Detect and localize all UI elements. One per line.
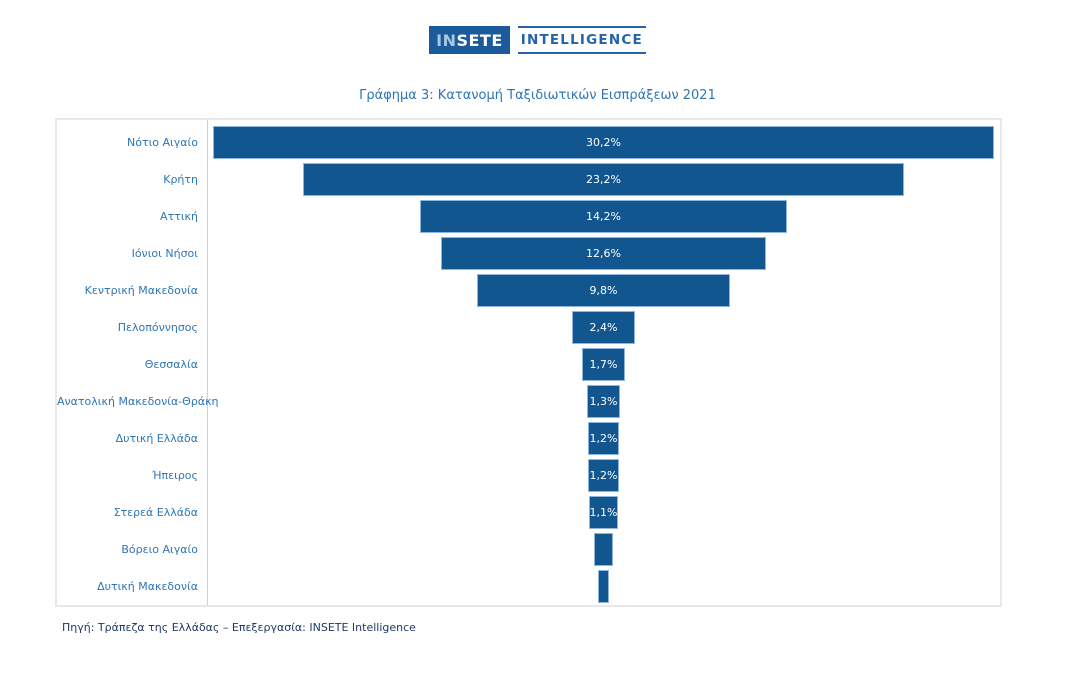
- bar: 1,2%: [587, 422, 620, 455]
- chart-row: Ιόνιοι Νήσοι 12,6%: [57, 235, 1000, 272]
- bar-value-label: 2,4%: [589, 321, 618, 334]
- chart-row: Κρήτη 23,2%: [57, 161, 1000, 198]
- category-label: Κεντρική Μακεδονία: [84, 284, 198, 297]
- chart-row: Πελοπόννησος 2,4%: [57, 309, 1000, 346]
- category-label: Αττική: [160, 210, 198, 223]
- insete-logo-box: IN SETE: [429, 26, 510, 54]
- bar: 1,1%: [589, 496, 618, 529]
- plot-area: 1,7%: [207, 346, 1000, 383]
- category-label: Ανατολική Μακεδονία-Θράκη: [57, 395, 219, 408]
- plot-area: 14,2%: [207, 198, 1000, 235]
- bar-value-label: 14,2%: [586, 210, 621, 223]
- logo-in-text: IN: [436, 30, 457, 50]
- category-label: Θεσσαλία: [144, 358, 198, 371]
- bar-value-label: 9,8%: [589, 284, 618, 297]
- plot-area: 9,8%: [207, 272, 1000, 309]
- bar-value-label: 12,6%: [586, 247, 621, 260]
- chart-row: Νότιο Αιγαίο 30,2%: [57, 124, 1000, 161]
- plot-area: 2,4%: [207, 309, 1000, 346]
- plot-area: 1,1%: [207, 494, 1000, 531]
- category-label: Στερεά Ελλάδα: [113, 506, 198, 519]
- plot-area: 1,3%: [207, 383, 1000, 420]
- chart-area: Νότιο Αιγαίο 30,2% Κρήτη 23,2% Αττική 14,2% Ιό…: [55, 118, 1002, 607]
- plot-area: 12,6%: [207, 235, 1000, 272]
- bar: 1,3%: [586, 385, 621, 418]
- logo-sete-text: SETE: [456, 30, 503, 50]
- bar: 1,2%: [587, 459, 620, 492]
- category-label: Βόρειο Αιγαίο: [121, 543, 198, 556]
- chart-rows: Νότιο Αιγαίο 30,2% Κρήτη 23,2% Αττική 14,2% Ιό…: [57, 124, 1000, 605]
- chart-row: Βόρειο Αιγαίο: [57, 531, 1000, 568]
- chart-row: Στερεά Ελλάδα 1,1%: [57, 494, 1000, 531]
- bar: 14,2%: [419, 200, 788, 233]
- category-label: Δυτική Ελλάδα: [115, 432, 198, 445]
- bar: 9,8%: [476, 274, 731, 307]
- plot-area: [207, 568, 1000, 605]
- insete-logo: IN SETE INTELLIGENCE: [0, 26, 1075, 54]
- category-axis-line: [207, 120, 208, 605]
- chart-title: Γράφημα 3: Κατανομή Ταξιδιωτικών Εισπράξ…: [359, 88, 716, 103]
- chart-row: Δυτική Ελλάδα 1,2%: [57, 420, 1000, 457]
- chart-row: Δυτική Μακεδονία: [57, 568, 1000, 605]
- bar-value-label: 30,2%: [586, 136, 621, 149]
- bar-value-label: 1,3%: [589, 395, 618, 408]
- category-label: Δυτική Μακεδονία: [97, 580, 198, 593]
- plot-area: 23,2%: [207, 161, 1000, 198]
- category-label: Ιόνιοι Νήσοι: [131, 247, 198, 260]
- chart-row: Θεσσαλία 1,7%: [57, 346, 1000, 383]
- bar: [598, 570, 609, 603]
- bar-value-label: 23,2%: [586, 173, 621, 186]
- chart-row: Ήπειρος 1,2%: [57, 457, 1000, 494]
- category-label: Ήπειρος: [151, 469, 198, 482]
- bar: 30,2%: [212, 126, 995, 159]
- plot-area: 1,2%: [207, 457, 1000, 494]
- chart-row: Ανατολική Μακεδονία-Θράκη 1,3%: [57, 383, 1000, 420]
- chart-row: Αττική 14,2%: [57, 198, 1000, 235]
- source-note: Πηγή: Τράπεζα της Ελλάδας – Επεξεργασία:…: [62, 621, 416, 634]
- bar: 12,6%: [440, 237, 767, 270]
- chart-row: Κεντρική Μακεδονία 9,8%: [57, 272, 1000, 309]
- category-label: Πελοπόννησος: [117, 321, 198, 334]
- bar-value-label: 1,2%: [589, 469, 618, 482]
- plot-area: 1,2%: [207, 420, 1000, 457]
- plot-area: 30,2%: [207, 124, 1000, 161]
- category-label: Κρήτη: [163, 173, 198, 186]
- logo-intelligence-text: INTELLIGENCE: [517, 26, 646, 54]
- bar-value-label: 1,7%: [589, 358, 618, 371]
- category-label: Νότιο Αιγαίο: [127, 136, 198, 149]
- plot-area: [207, 531, 1000, 568]
- bar: [594, 533, 613, 566]
- bar-value-label: 1,1%: [589, 506, 618, 519]
- bar: 2,4%: [572, 311, 635, 344]
- bar: 23,2%: [303, 163, 904, 196]
- bar-value-label: 1,2%: [589, 432, 618, 445]
- bar: 1,7%: [581, 348, 626, 381]
